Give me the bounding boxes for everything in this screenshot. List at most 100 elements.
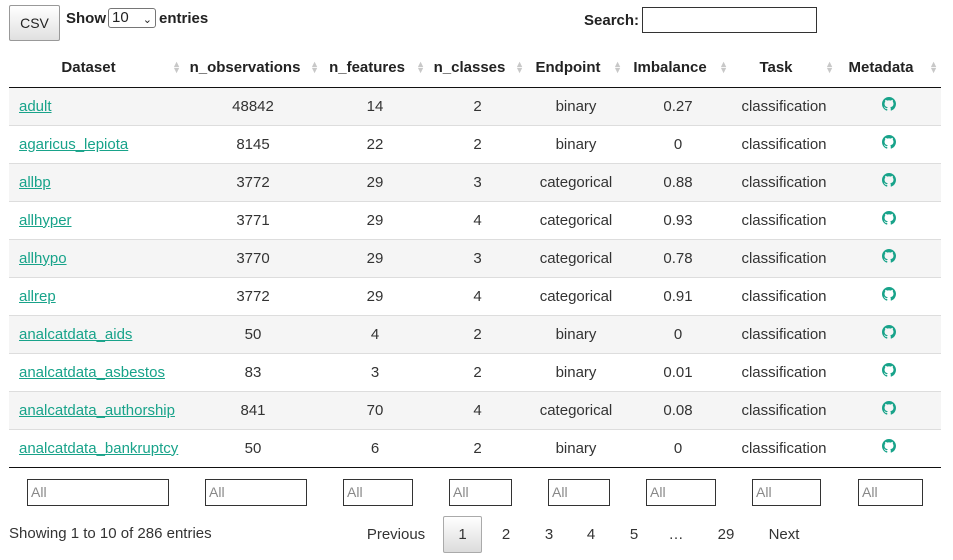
col-endpoint-header[interactable]: Endpoint ▲ ▼	[527, 49, 625, 88]
column-header-label: n_observations	[189, 59, 301, 77]
metadata-cell	[837, 162, 941, 201]
table-row: allhyper 3771 29 4 categorical 0.93 classifica…	[9, 200, 941, 239]
filter-metadata[interactable]: All	[858, 479, 923, 506]
n-observations-cell: 3771	[184, 200, 322, 239]
pagination-page-2[interactable]: 2	[501, 526, 511, 543]
dataset-link[interactable]: analcatdata_bankruptcy	[19, 439, 179, 457]
metadata-cell	[837, 390, 941, 429]
sort-icon: ▲ ▼	[416, 59, 425, 75]
task-cell: classification	[731, 314, 837, 353]
sort-icon: ▲ ▼	[515, 59, 524, 75]
n-observations-cell: 50	[184, 314, 322, 353]
col-n-observations-header[interactable]: n_observations ▲ ▼	[184, 49, 322, 88]
n-features-cell: 3	[322, 352, 428, 391]
task-cell: classification	[731, 87, 837, 125]
filter-imbalance[interactable]: All	[646, 479, 716, 506]
github-icon[interactable]	[882, 363, 896, 381]
table-row: agaricus_lepiota 8145 22 2 binary 0 classifica…	[9, 124, 941, 163]
col-metadata-header[interactable]: Metadata ▲ ▼	[837, 49, 941, 88]
datasets-table: Dataset ▲ ▼ n_observations ▲ ▼ n_features ▲ ▼ n_c…	[9, 49, 941, 468]
pagination-ellipsis: …	[668, 526, 684, 543]
table-row: analcatdata_bankruptcy 50 6 2 binary 0 classif…	[9, 428, 941, 468]
dataset-cell: analcatdata_authorship	[9, 390, 184, 429]
dataset-link[interactable]: allhypo	[19, 249, 67, 267]
sort-icon: ▲ ▼	[825, 59, 834, 75]
table-row: allrep 3772 29 4 categorical 0.91 classificati…	[9, 276, 941, 315]
table-row: allhypo 3770 29 3 categorical 0.78 classificat…	[9, 238, 941, 277]
dataset-cell: analcatdata_asbestos	[9, 352, 184, 391]
table-row: allbp 3772 29 3 categorical 0.88 classificatio…	[9, 162, 941, 201]
pagination-next[interactable]: Next	[768, 526, 800, 543]
col-task-header[interactable]: Task ▲ ▼	[731, 49, 837, 88]
pagination-page-5[interactable]: 5	[629, 526, 639, 543]
pagination-page-3[interactable]: 3	[544, 526, 554, 543]
n-classes-cell: 2	[428, 352, 527, 391]
endpoint-cell: categorical	[527, 390, 625, 429]
filter-n-classes[interactable]: All	[449, 479, 512, 506]
task-cell: classification	[731, 276, 837, 315]
n-observations-cell: 3772	[184, 162, 322, 201]
column-header-label: Dataset	[61, 59, 116, 77]
task-cell: classification	[731, 162, 837, 201]
entries-select[interactable]: 10 ⌄	[108, 8, 156, 28]
metadata-cell	[837, 200, 941, 239]
table-row: analcatdata_authorship 841 70 4 categorical 0…	[9, 390, 941, 429]
n-features-cell: 29	[322, 200, 428, 239]
metadata-cell	[837, 314, 941, 353]
dataset-link[interactable]: allrep	[19, 287, 56, 305]
github-icon[interactable]	[882, 439, 896, 457]
column-header-label: Imbalance	[633, 59, 707, 77]
column-header-label: Metadata	[848, 59, 914, 77]
github-icon[interactable]	[882, 211, 896, 229]
filter-dataset[interactable]: All	[27, 479, 169, 506]
dataset-link[interactable]: adult	[19, 97, 52, 115]
n-classes-cell: 4	[428, 390, 527, 429]
col-imbalance-header[interactable]: Imbalance ▲ ▼	[625, 49, 731, 88]
dataset-link[interactable]: analcatdata_authorship	[19, 401, 175, 419]
github-icon[interactable]	[882, 97, 896, 115]
imbalance-cell: 0.01	[625, 352, 731, 391]
search-input[interactable]	[642, 7, 817, 33]
metadata-cell	[837, 428, 941, 468]
dataset-link[interactable]: analcatdata_asbestos	[19, 363, 165, 381]
github-icon[interactable]	[882, 249, 896, 267]
n-classes-cell: 2	[428, 124, 527, 163]
dataset-cell: analcatdata_aids	[9, 314, 184, 353]
dataset-link[interactable]: agaricus_lepiota	[19, 135, 129, 153]
table-row: adult 48842 14 2 binary 0.27 classification	[9, 87, 941, 125]
filter-endpoint[interactable]: All	[548, 479, 610, 506]
pagination-previous[interactable]: Previous	[366, 526, 426, 543]
sort-icon: ▲ ▼	[719, 59, 728, 75]
filter-n-features[interactable]: All	[343, 479, 413, 506]
n-features-cell: 22	[322, 124, 428, 163]
dataset-link[interactable]: analcatdata_aids	[19, 325, 133, 343]
github-icon[interactable]	[882, 135, 896, 153]
endpoint-cell: categorical	[527, 238, 625, 277]
pagination-page-29[interactable]: 29	[717, 526, 735, 543]
github-icon[interactable]	[882, 287, 896, 305]
filter-n-observations[interactable]: All	[205, 479, 307, 506]
imbalance-cell: 0.08	[625, 390, 731, 429]
dataset-cell: agaricus_lepiota	[9, 124, 184, 163]
col-n-features-header[interactable]: n_features ▲ ▼	[322, 49, 428, 88]
pagination-page-4[interactable]: 4	[586, 526, 596, 543]
endpoint-cell: categorical	[527, 276, 625, 315]
filter-task[interactable]: All	[752, 479, 821, 506]
dataset-link[interactable]: allhyper	[19, 211, 72, 229]
pagination-page-1[interactable]: 1	[443, 516, 482, 553]
col-dataset-header[interactable]: Dataset ▲ ▼	[9, 49, 184, 88]
task-cell: classification	[731, 124, 837, 163]
metadata-cell	[837, 352, 941, 391]
dataset-cell: allrep	[9, 276, 184, 315]
dataset-cell: adult	[9, 87, 184, 125]
imbalance-cell: 0	[625, 428, 731, 468]
table-row: analcatdata_asbestos 83 3 2 binary 0.01 classi…	[9, 352, 941, 391]
col-n-classes-header[interactable]: n_classes ▲ ▼	[428, 49, 527, 88]
github-icon[interactable]	[882, 173, 896, 191]
n-features-cell: 29	[322, 276, 428, 315]
csv-button[interactable]: CSV	[9, 5, 60, 41]
dataset-link[interactable]: allbp	[19, 173, 51, 191]
github-icon[interactable]	[882, 401, 896, 419]
task-cell: classification	[731, 352, 837, 391]
github-icon[interactable]	[882, 325, 896, 343]
